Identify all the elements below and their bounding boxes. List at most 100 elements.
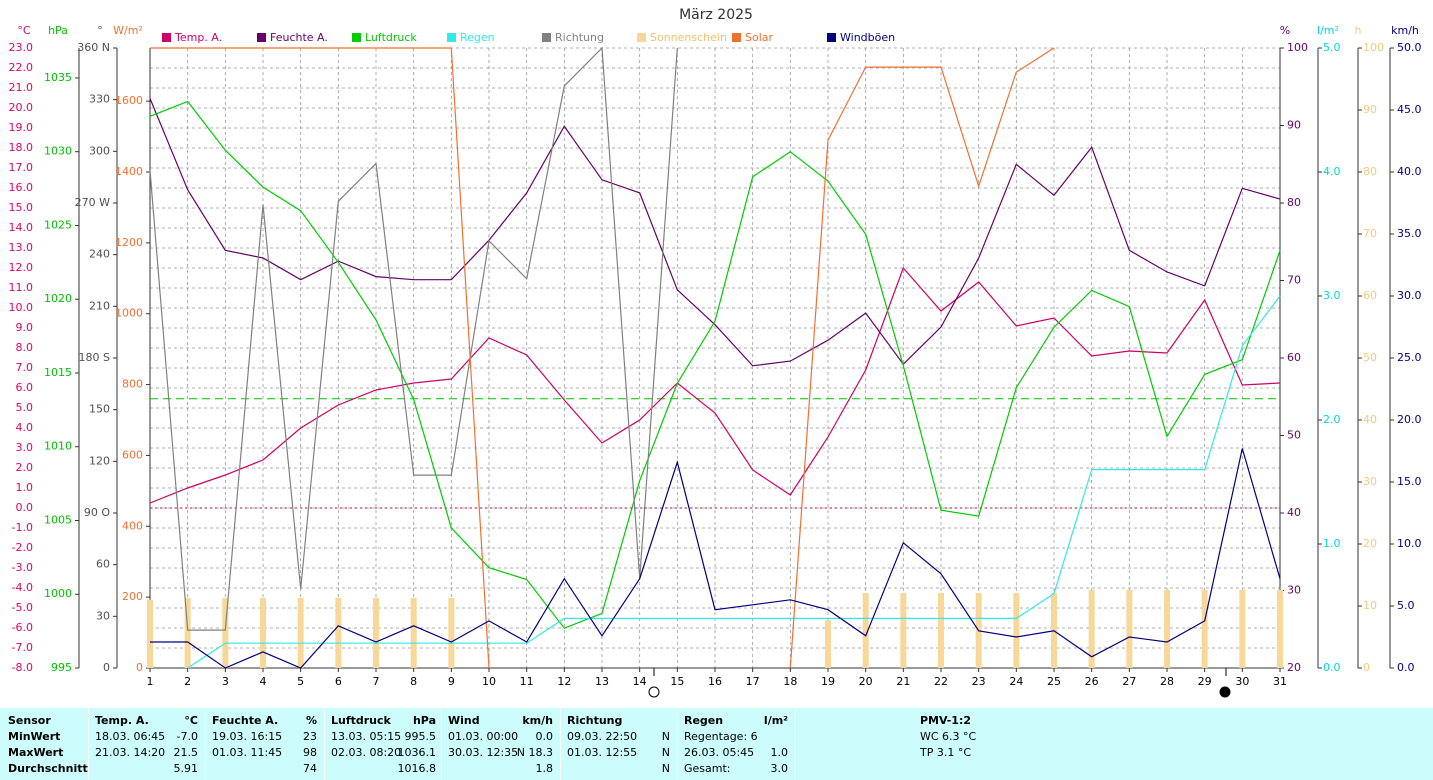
y-tick-label: 330 [89,93,110,106]
x-tick-label: 13 [595,675,609,688]
table-cell: Regen [684,714,724,727]
x-tick-label: 5 [297,675,304,688]
y-tick-label: 13.0 [9,241,34,254]
y-tick-label: -4.0 [12,581,33,594]
table-cell: hPa [412,714,436,727]
table-cell: Temp. A. [95,714,149,727]
x-tick-label: 31 [1273,675,1287,688]
table-cell: Feuchte A. [212,714,279,727]
y-tick-label: 19.0 [9,121,34,134]
y-tick-label: 20.0 [1397,413,1422,426]
y-tick-label: 1005 [44,513,72,526]
y-tick-label: 1010 [44,440,72,453]
y-tick-label: 3.0 [16,441,34,454]
y-tick-label: -7.0 [12,641,33,654]
table-cell: 74 [303,762,317,775]
y-tick-label: 16.0 [9,181,34,194]
x-tick-label: 19 [821,675,835,688]
table-cell: Sensor [8,714,51,727]
sunshine-bar [1013,592,1020,668]
y-tick-label: 0 [136,661,143,674]
x-tick-label: 3 [222,675,229,688]
y-tick-label: 30 [1363,475,1377,488]
legend-swatch [827,33,836,42]
x-tick-label: 2 [184,675,191,688]
legend-swatch [542,33,551,42]
sunshine-bar [260,597,266,668]
y-tick-label: 80 [1287,196,1301,209]
y-tick-label: 360 N [77,41,110,54]
legend-swatch [352,33,361,42]
x-tick-label: 10 [482,675,496,688]
x-tick-label: 23 [972,675,986,688]
y-tick-label: 800 [122,378,143,391]
y-tick-label: 90 [1287,119,1301,132]
y-tick-label: 0 [1363,661,1370,674]
y-tick-label: 17.0 [9,161,34,174]
table-cell: 26.03. 05:45 [684,746,755,759]
table-cell: 1.8 [535,762,554,775]
sunshine-bar [900,592,907,668]
y-tick-label: 30.0 [1397,289,1422,302]
table-cell: 19.03. 16:15 [212,730,283,743]
table-cell: 1.0 [770,746,789,759]
table-cell: l/m² [763,714,788,727]
y-tick-label: 300 [89,144,110,157]
table-cell: °C [184,714,198,727]
x-tick-label: 20 [859,675,873,688]
series-line [150,448,1281,669]
y-tick-label: 600 [122,448,143,461]
legend-label: Solar [745,31,774,44]
moon-phases [648,662,1231,698]
y-tick-label: 11.0 [9,281,34,294]
x-tick-label: 28 [1160,675,1174,688]
y-tick-label: 1.0 [1323,537,1341,550]
legend-swatch [637,33,646,42]
y-tick-label: 1030 [44,145,72,158]
legend-swatch [732,33,741,42]
x-tick-label: 29 [1198,675,1212,688]
y-tick-label: 2.0 [16,461,34,474]
table-cell: Luftdruck [331,714,391,727]
y-tick-label: 22.0 [9,61,34,74]
sunshine-bar [222,597,229,668]
table-cell: Gesamt: [684,762,731,775]
sunshine-bar [184,597,191,668]
y-tick-label: 100 [1363,41,1384,54]
y-tick-label: 995 [51,661,72,674]
x-tick-label: 24 [1009,675,1023,688]
axis-unit: hPa [48,24,68,37]
legend-label: Windböen [840,31,895,44]
table-cell: N [661,730,670,743]
y-tick-label: 10 [1363,599,1377,612]
y-tick-label: 200 [122,590,143,603]
y-tick-label: 25.0 [1397,351,1422,364]
sunshine-bar [862,592,869,668]
y-tick-label: 9.0 [16,321,34,334]
y-tick-label: 0 [103,661,110,674]
y-tick-label: 60 [1363,289,1377,302]
y-tick-label: 1400 [115,165,143,178]
x-tick-label: 21 [896,675,910,688]
table-cell: MaxWert [8,746,64,759]
y-tick-label: 6.0 [16,381,34,394]
y-tick-label: 150 [89,403,110,416]
table-cell: 5.91 [173,762,199,775]
y-tick-label: 4.0 [1323,165,1341,178]
y-tick-label: 1015 [44,366,72,379]
x-tick-label: 4 [260,675,267,688]
table-cell: 23 [303,730,317,743]
x-tick-label: 17 [746,675,760,688]
y-tick-label: 15.0 [1397,475,1422,488]
y-tick-label: 100 [1287,41,1308,54]
y-tick-label: 2.0 [1323,413,1341,426]
chart-title: März 2025 [679,7,753,23]
table-cell: 21.5 [173,746,199,759]
legend-label: Feuchte A. [270,31,328,44]
x-tick-label: 30 [1235,675,1249,688]
y-tick-label: 18.0 [9,141,34,154]
full-moon-icon [648,686,660,698]
separator [560,708,561,780]
y-tick-label: 90 O [84,506,110,519]
